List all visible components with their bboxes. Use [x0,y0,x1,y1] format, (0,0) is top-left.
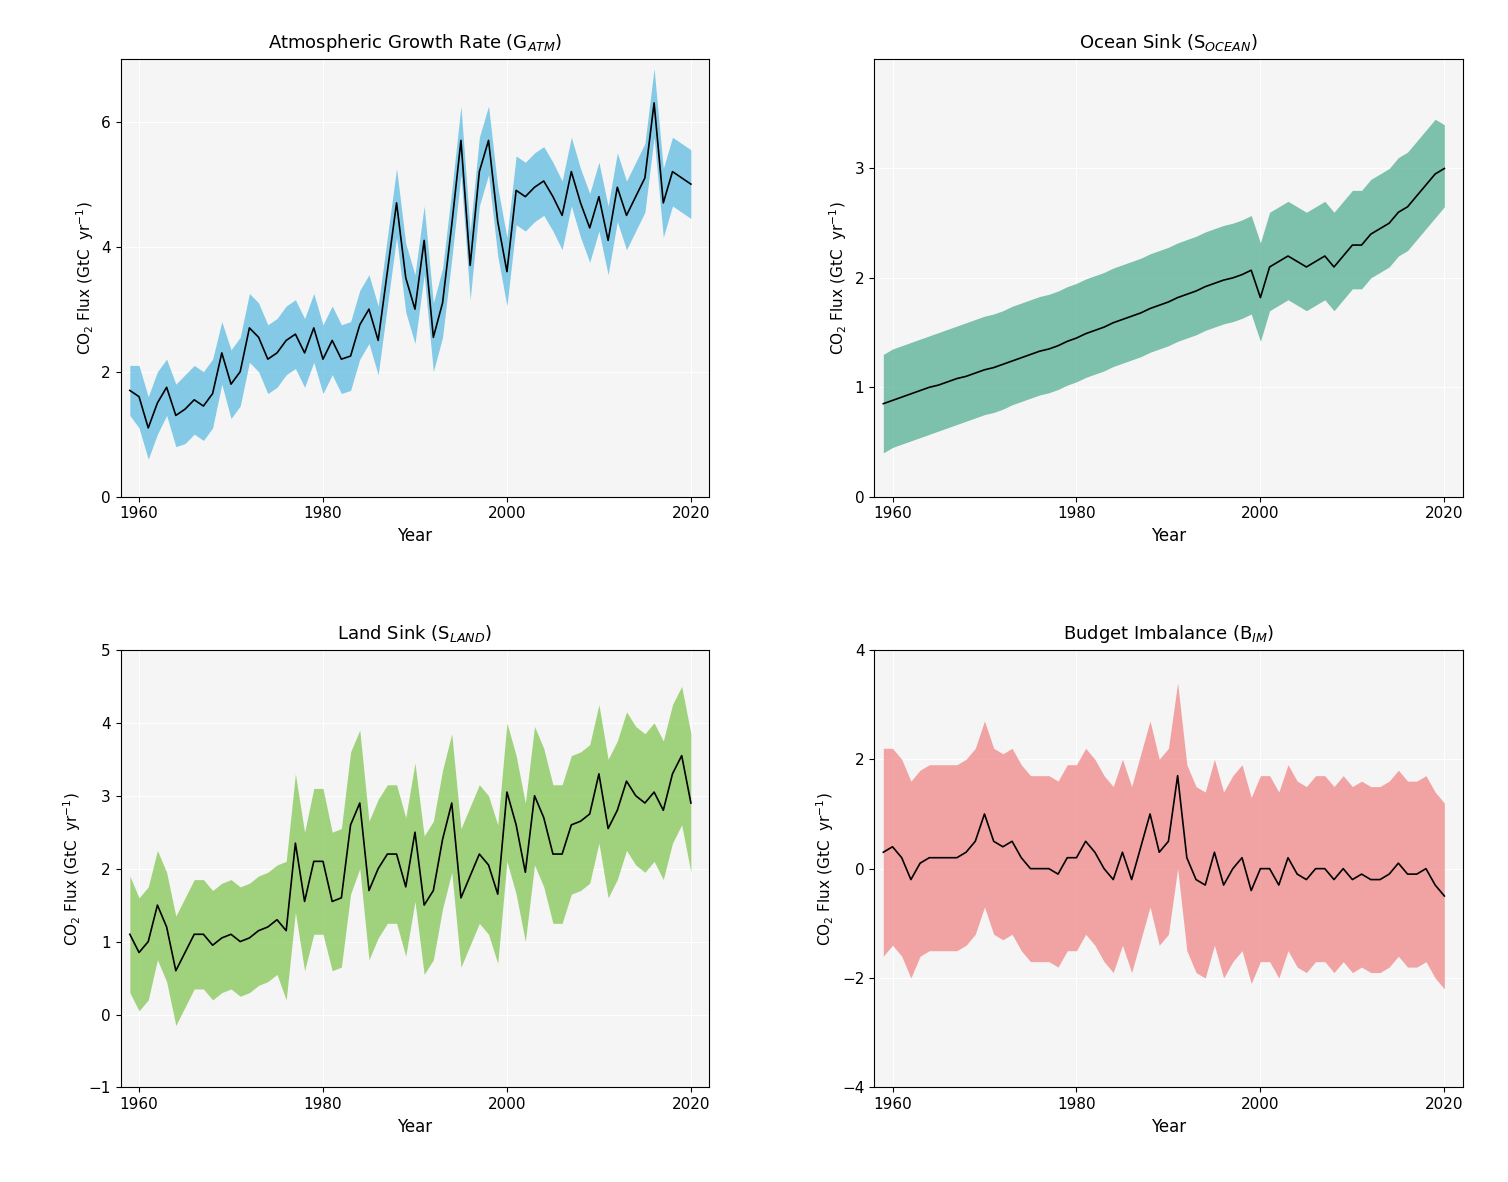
Y-axis label: CO$_2$ Flux (GtC  yr$^{-1}$): CO$_2$ Flux (GtC yr$^{-1}$) [814,792,837,946]
X-axis label: Year: Year [1151,527,1185,545]
Title: Atmospheric Growth Rate (G$_{ATM}$): Atmospheric Growth Rate (G$_{ATM}$) [268,32,562,54]
Title: Budget Imbalance (B$_{IM}$): Budget Imbalance (B$_{IM}$) [1063,623,1274,644]
Title: Land Sink (S$_{LAND}$): Land Sink (S$_{LAND}$) [338,623,493,644]
Y-axis label: CO$_2$ Flux (GtC  yr$^{-1}$): CO$_2$ Flux (GtC yr$^{-1}$) [74,201,95,355]
X-axis label: Year: Year [398,527,433,545]
Title: Ocean Sink (S$_{OCEAN}$): Ocean Sink (S$_{OCEAN}$) [1080,32,1258,53]
Y-axis label: CO$_2$ Flux (GtC  yr$^{-1}$): CO$_2$ Flux (GtC yr$^{-1}$) [62,792,83,946]
X-axis label: Year: Year [1151,1118,1185,1136]
Y-axis label: CO$_2$ Flux (GtC  yr$^{-1}$): CO$_2$ Flux (GtC yr$^{-1}$) [828,201,849,355]
X-axis label: Year: Year [398,1118,433,1136]
